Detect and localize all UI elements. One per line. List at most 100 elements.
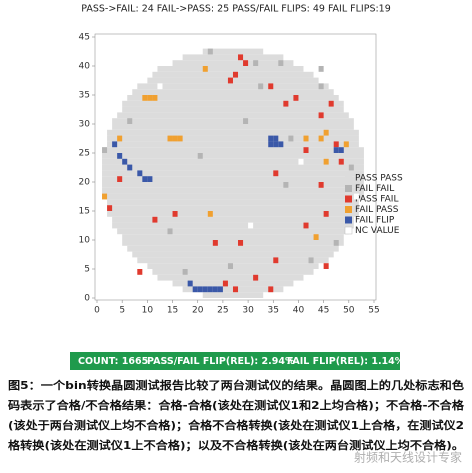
legend-label: PASS PASS: [355, 174, 403, 184]
die-cell: [243, 118, 249, 124]
die-cell: [283, 182, 289, 188]
wafer-row: [102, 193, 364, 200]
die-cell: [348, 164, 354, 171]
die-cell: [353, 193, 359, 200]
y-tick-label: 20: [79, 178, 91, 188]
die-cell: [328, 100, 334, 107]
wafer-row: [202, 48, 264, 55]
die-cell: [273, 135, 279, 142]
die-cell: [167, 135, 173, 142]
die-cell: [107, 205, 113, 211]
x-tick-label: 20: [192, 306, 204, 316]
die-cell: [308, 257, 314, 264]
x-tick-label: 35: [268, 306, 279, 316]
die-cell: [323, 129, 329, 136]
die-cell: [217, 286, 223, 293]
x-tick-label: 10: [142, 306, 154, 316]
die-cell: [207, 286, 213, 293]
wafer-row: [107, 211, 359, 217]
die-cell: [253, 60, 259, 66]
die-cell: [147, 95, 153, 101]
caption-line: 图5：一个bin转换晶圆测试报告比较了两台测试仪的结果。晶圆图上的几处标志和色: [8, 378, 464, 392]
die-cell: [102, 147, 108, 153]
wafer-row: [107, 135, 359, 142]
die-cell: [232, 71, 239, 78]
die-cell: [333, 240, 339, 246]
die-cell: [102, 193, 108, 200]
die-cell: [293, 95, 299, 101]
die-cell: [273, 141, 279, 148]
wafer-row: [182, 54, 284, 61]
die-cell: [202, 66, 208, 72]
die-cell: [147, 176, 153, 182]
caption-line: 格转换(该处在测试仪1上不合格)；以及不合格转换(该处在两台测试仪上均不合格)。: [8, 438, 464, 452]
die-cell: [197, 153, 203, 159]
die-cell: [278, 60, 284, 66]
x-tick-label: 40: [293, 306, 305, 316]
die-cell: [142, 176, 148, 182]
die-cell: [227, 77, 233, 84]
x-tick-label: 25: [217, 306, 228, 316]
die-cell: [268, 83, 274, 90]
die-cell: [318, 182, 324, 188]
die-cell: [187, 280, 193, 287]
die-cell: [127, 164, 133, 171]
wafer-row: [102, 187, 364, 194]
legend-label: FAIL FAIL: [355, 184, 394, 194]
wafer-row: [112, 222, 354, 229]
die-cell: [333, 147, 339, 153]
legend-swatch: [345, 185, 352, 192]
y-tick-label: 45: [79, 33, 90, 43]
wafer-row: [117, 112, 349, 119]
die-cell: [268, 286, 274, 293]
die-cell: [137, 269, 143, 275]
plot-frame: [94, 33, 377, 301]
y-tick-label: 25: [79, 149, 90, 159]
legend-label: PASS FAIL: [355, 195, 398, 205]
caption: 图5：一个bin转换晶圆测试报告比较了两台测试仪的结果。晶圆图上的几处标志和色码…: [8, 378, 465, 452]
legend-label: FAIL FLIP: [355, 216, 395, 226]
wafer-row: [132, 251, 334, 258]
wafer-row: [102, 170, 364, 177]
caption-line: 码表示了合格/不合格结果：合格-合格(该处在测试仪1和2上均合格)；不合格-不合…: [8, 398, 465, 412]
die-cell: [318, 83, 324, 90]
die-cell: [112, 141, 118, 148]
wafer-row: [102, 158, 364, 165]
wafer-row: [102, 153, 364, 159]
die-cell: [177, 135, 183, 142]
wafer-row: [137, 83, 329, 90]
legend-swatch: [344, 226, 353, 235]
wafer-row: [202, 292, 264, 298]
wafer-row: [112, 124, 354, 130]
x-tick-label: 30: [242, 306, 254, 316]
die-cell: [152, 95, 158, 101]
summary-text: FAIL FLIP(REL): 1.14%: [287, 356, 405, 367]
wafer-row: [172, 60, 294, 66]
die-cell: [338, 158, 344, 165]
die-cell: [318, 66, 324, 72]
die-cell: [283, 100, 289, 107]
wafer-row: [157, 274, 304, 281]
wafer-row: [152, 269, 314, 275]
die-cell: [273, 170, 279, 177]
wafer-row: [117, 228, 349, 235]
die-cell: [238, 54, 244, 61]
die-cell: [278, 141, 284, 148]
die-cell: [323, 263, 329, 269]
wafer-row: [127, 95, 339, 101]
legend-label: NC VALUE: [355, 226, 400, 236]
wafer-row: [107, 129, 359, 136]
die-cell: [333, 141, 339, 148]
legend-swatch: [345, 216, 352, 224]
chart-title: PASS->FAIL: 24 FAIL->PASS: 25 PASS/FAIL …: [81, 4, 391, 15]
y-tick-label: 0: [84, 294, 90, 304]
wafer-row: [122, 106, 344, 113]
legend-label: FAIL PASS: [355, 205, 399, 215]
die-cell: [253, 274, 259, 281]
x-tick-label: 15: [167, 306, 178, 316]
summary-bar: [70, 352, 400, 370]
wafer-row: [107, 141, 359, 148]
wafer-row: [102, 147, 364, 153]
x-tick-label: 5: [119, 306, 125, 316]
